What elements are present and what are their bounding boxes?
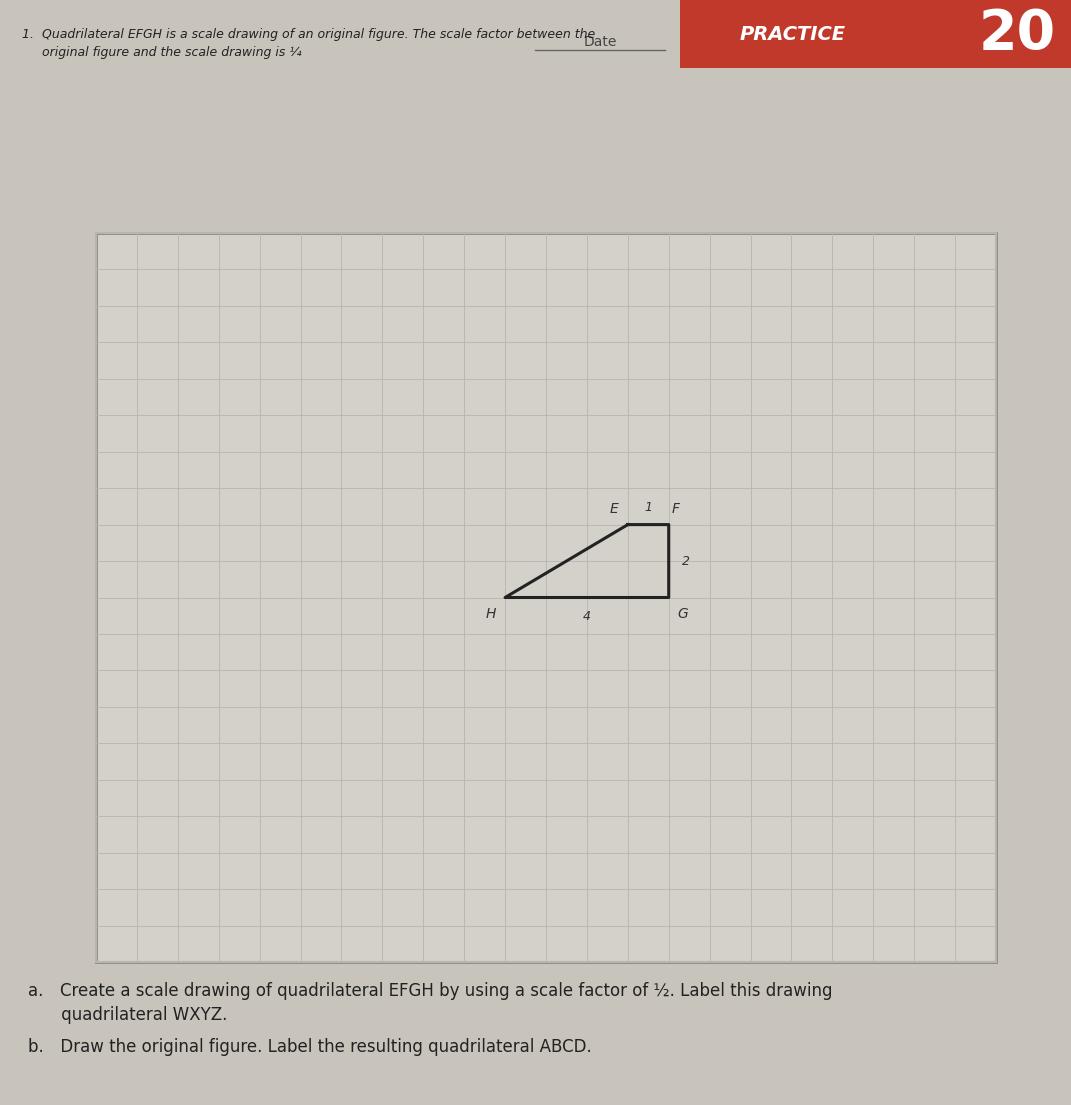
Text: H: H [486,607,496,621]
Text: 20: 20 [979,7,1056,61]
Text: quadrilateral WXYZ.: quadrilateral WXYZ. [28,1006,227,1024]
Text: 1.  Quadrilateral EFGH is a scale drawing of an original figure. The scale facto: 1. Quadrilateral EFGH is a scale drawing… [22,28,595,41]
Text: G: G [678,607,689,621]
Text: 4: 4 [583,610,591,623]
Text: F: F [672,502,680,516]
Text: a. Create a scale drawing of quadrilateral EFGH by using a scale factor of ½. La: a. Create a scale drawing of quadrilater… [28,982,832,1000]
Text: E: E [610,502,619,516]
Text: 2: 2 [682,555,690,568]
Text: PRACTICE: PRACTICE [740,24,846,43]
Text: original figure and the scale drawing is ¼: original figure and the scale drawing is… [22,46,302,59]
Text: Date: Date [584,35,617,49]
Text: b. Draw the original figure. Label the resulting quadrilateral ABCD.: b. Draw the original figure. Label the r… [28,1038,592,1056]
Text: 1: 1 [645,501,652,514]
Bar [680,0,1071,69]
Bar [96,233,996,962]
